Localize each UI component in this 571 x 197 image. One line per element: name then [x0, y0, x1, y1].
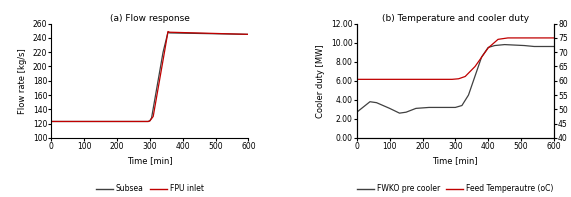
Title: (a) Flow response: (a) Flow response: [110, 14, 190, 23]
X-axis label: Time [min]: Time [min]: [432, 157, 478, 166]
Legend: FWKO pre cooler, Feed Temperautre (oC): FWKO pre cooler, Feed Temperautre (oC): [354, 181, 557, 196]
Title: (b) Temperature and cooler duty: (b) Temperature and cooler duty: [382, 14, 529, 23]
Y-axis label: Cooler duty [MW]: Cooler duty [MW]: [316, 44, 325, 118]
X-axis label: Time [min]: Time [min]: [127, 157, 173, 166]
Legend: Subsea, FPU inlet: Subsea, FPU inlet: [93, 181, 207, 196]
Y-axis label: Flow rate [kg/s]: Flow rate [kg/s]: [18, 48, 27, 114]
